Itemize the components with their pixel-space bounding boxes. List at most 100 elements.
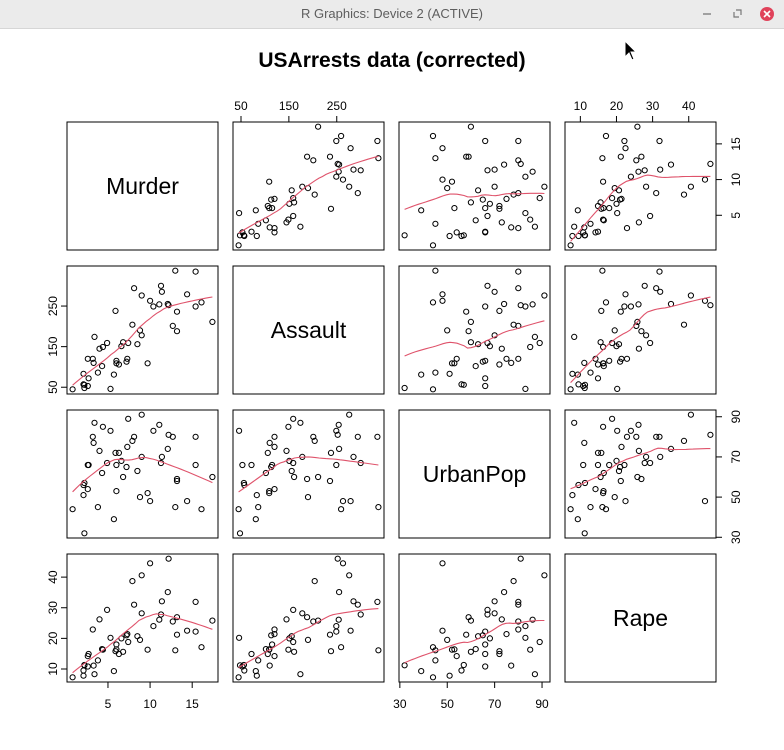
smoother-line [570, 447, 711, 490]
data-point-utah [89, 626, 96, 633]
data-point-west-virginia [252, 516, 259, 523]
data-point-oregon [290, 459, 297, 467]
data-point-arkansas [611, 327, 618, 334]
data-point-south-dakota [587, 504, 594, 511]
data-point-new-hampshire [458, 232, 465, 240]
data-point-utah [515, 626, 522, 633]
data-point-arizona [653, 433, 660, 440]
data-point-north-dakota [69, 386, 76, 393]
data-point-montana [451, 360, 458, 367]
data-point-maine [446, 370, 453, 377]
data-point-texas [515, 157, 522, 164]
data-point-louisiana [482, 303, 489, 310]
panel-assault-vs-rape [564, 265, 717, 395]
data-point-iowa [460, 381, 467, 388]
data-point-new-york [529, 616, 536, 623]
data-point-indiana [123, 358, 130, 365]
data-point-texas [633, 433, 640, 440]
data-point-nebraska [99, 363, 106, 370]
panel-urbanpop-vs-rape [564, 409, 717, 539]
data-point-south-dakota [432, 369, 439, 376]
data-point-idaho [453, 229, 460, 236]
data-point-virginia [134, 341, 141, 348]
data-point-ohio [124, 443, 131, 450]
smoother-line [404, 619, 545, 664]
data-point-new-mexico [350, 166, 357, 173]
data-point-missouri [491, 183, 498, 190]
data-point-west-virginia [574, 371, 581, 378]
data-point-montana [451, 205, 458, 212]
panel-urbanpop-vs-murder [66, 409, 219, 539]
data-point-maryland [157, 282, 165, 289]
data-point-alabama [326, 153, 334, 160]
data-point-louisiana [482, 137, 489, 145]
data-point-west-virginia [252, 207, 259, 214]
data-point-oregon [104, 606, 111, 614]
data-point-washington [498, 345, 505, 352]
data-point-alaska [147, 498, 154, 505]
axis-tick-label: 150 [279, 99, 299, 113]
minimize-button[interactable] [697, 4, 717, 24]
data-point-massachusetts [285, 646, 292, 653]
data-point-nebraska [600, 469, 607, 477]
data-point-virginia [615, 467, 623, 475]
panel-frame [232, 265, 385, 395]
data-point-mississippi [429, 132, 437, 140]
axis-tick-label: 20 [610, 99, 624, 113]
axis-tick-label: 90 [535, 697, 549, 711]
data-point-new-mexico [491, 598, 498, 605]
data-point-tennessee [638, 328, 645, 335]
panel-frame [66, 121, 219, 251]
data-point-minnesota [248, 650, 255, 658]
smoother-line [72, 296, 213, 386]
data-point-maryland [484, 167, 491, 174]
data-point-arkansas [136, 636, 144, 644]
data-point-florida [515, 268, 522, 275]
data-point-idaho [84, 486, 91, 493]
data-point-wisconsin [482, 663, 489, 670]
title-bar[interactable]: R Graphics: Device 2 (ACTIVE) [0, 0, 784, 29]
data-point-north-dakota [429, 386, 437, 393]
data-point-arizona [354, 433, 361, 440]
data-point-wyoming [467, 199, 474, 206]
data-point-minnesota [248, 228, 255, 235]
data-point-south-carolina [439, 291, 446, 298]
data-point-illinois [333, 427, 340, 434]
data-point-maryland [484, 282, 491, 289]
data-point-ohio [503, 195, 510, 202]
data-point-new-jersey [536, 339, 543, 347]
data-point-hawaii [614, 427, 621, 434]
data-point-minnesota [594, 375, 602, 382]
data-point-delaware [112, 449, 119, 456]
data-point-vermont [581, 530, 588, 537]
data-point-vermont [81, 530, 88, 537]
chart-title: USArrests data (corrected) [258, 49, 525, 72]
data-point-rhode-island [297, 223, 304, 230]
data-point-south-dakota [432, 220, 439, 227]
data-point-massachusetts [600, 423, 607, 430]
restore-button[interactable] [727, 4, 747, 24]
data-point-pennsylvania [264, 650, 271, 658]
data-point-south-carolina [347, 145, 354, 152]
data-point-minnesota [248, 461, 255, 469]
data-point-nevada [334, 431, 341, 438]
data-point-south-dakota [255, 504, 262, 511]
data-point-arizona [354, 601, 361, 608]
data-point-new-jersey [536, 638, 543, 646]
data-point-colorado [311, 191, 318, 198]
data-point-florida [192, 598, 199, 606]
data-point-south-carolina [184, 498, 191, 505]
data-point-arizona [354, 190, 361, 197]
data-point-oklahoma [486, 635, 493, 642]
data-point-nevada [165, 302, 172, 309]
plot-area[interactable]: USArrests data (corrected) Murder Assault… [0, 29, 784, 750]
data-point-wisconsin [482, 382, 489, 390]
close-button[interactable] [757, 4, 777, 24]
panel-frame [66, 409, 219, 539]
data-point-colorado [510, 191, 517, 198]
panel-frame [564, 553, 717, 683]
data-point-maryland [484, 611, 491, 618]
data-point-maryland [357, 167, 364, 174]
data-point-texas [515, 618, 522, 625]
data-point-nebraska [600, 217, 607, 224]
